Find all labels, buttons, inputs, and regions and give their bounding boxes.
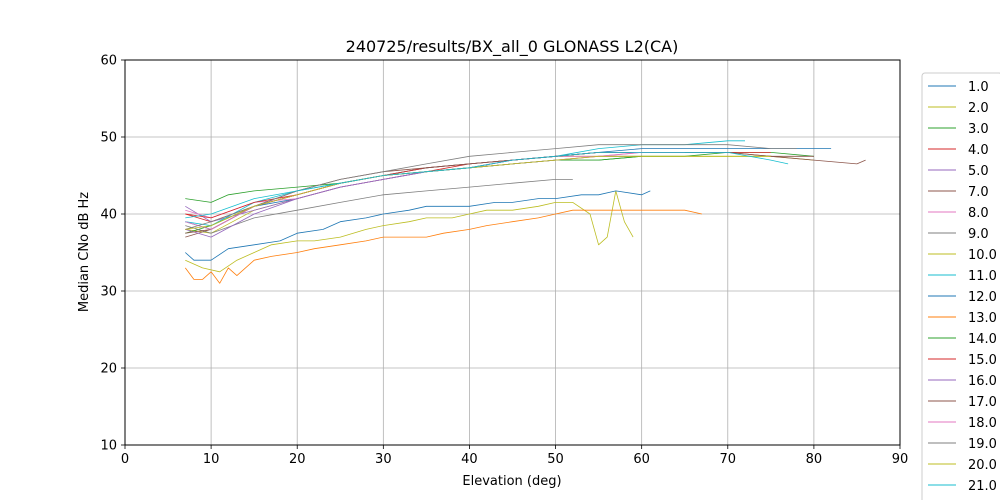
series-line-13.0 bbox=[184, 209, 702, 284]
x-tick-label: 40 bbox=[461, 452, 478, 467]
legend-label: 10.0 bbox=[968, 248, 997, 263]
series-line-12.0 bbox=[185, 190, 651, 261]
legend-label: 11.0 bbox=[968, 269, 997, 284]
legend-label: 5.0 bbox=[968, 164, 989, 179]
x-tick-label: 30 bbox=[375, 452, 392, 467]
series-line-21.0 bbox=[185, 151, 789, 219]
series-line-10.0 bbox=[185, 190, 634, 273]
legend-label: 12.0 bbox=[968, 290, 997, 305]
series-line-14.0 bbox=[185, 155, 642, 203]
x-tick-label: 50 bbox=[547, 452, 564, 467]
legend-box bbox=[921, 72, 1000, 500]
legend-label: 8.0 bbox=[968, 206, 989, 221]
legend-label: 2.0 bbox=[968, 101, 989, 116]
legend-label: 4.0 bbox=[968, 143, 989, 158]
x-tick-label: 70 bbox=[720, 452, 737, 467]
legend-label: 3.0 bbox=[968, 122, 989, 137]
y-axis-label: Median CNo dB Hz bbox=[77, 192, 92, 312]
legend-label: 13.0 bbox=[968, 311, 997, 326]
y-tick-label: 60 bbox=[100, 54, 117, 69]
y-tick-label: 20 bbox=[100, 362, 117, 377]
x-axis: 0 10 20 30 40 50 60 70 80 90 bbox=[121, 445, 908, 467]
x-axis-label: Elevation (deg) bbox=[462, 474, 561, 489]
series-line-9.0 bbox=[185, 178, 573, 234]
legend-label: 9.0 bbox=[968, 227, 989, 242]
x-tick-label: 0 bbox=[121, 452, 129, 467]
chart-title: 240725/results/BX_all_0 GLONASS L2(CA) bbox=[346, 37, 679, 57]
legend-label: 7.0 bbox=[968, 185, 989, 200]
x-tick-label: 90 bbox=[892, 452, 909, 467]
plot-frame bbox=[124, 59, 901, 446]
y-tick-label: 10 bbox=[100, 439, 117, 454]
legend-label: 20.0 bbox=[968, 458, 997, 473]
grid bbox=[124, 59, 901, 446]
legend-label: 15.0 bbox=[968, 353, 997, 368]
legend-label: 21.0 bbox=[968, 479, 997, 494]
x-tick-label: 10 bbox=[203, 452, 220, 467]
series-line-20.0 bbox=[185, 155, 771, 230]
legend-label: 17.0 bbox=[968, 395, 997, 410]
legend-label: 19.0 bbox=[968, 437, 997, 452]
legend-label: 18.0 bbox=[968, 416, 997, 431]
series-line-17.0 bbox=[185, 151, 814, 234]
series-line-11.0 bbox=[185, 140, 745, 227]
series-layer bbox=[184, 140, 866, 284]
y-axis: 10 20 30 40 50 60 bbox=[100, 54, 125, 454]
series-line-2.0 bbox=[185, 155, 814, 234]
legend: 1.0 2.0 3.0 4.0 5.0 7.0 8.0 9.0 10.0 11.0 12.0 13.0… bbox=[921, 72, 1000, 500]
series-line-19.0 bbox=[185, 144, 797, 230]
x-tick-label: 60 bbox=[633, 452, 650, 467]
series-line-8.0 bbox=[185, 152, 642, 219]
legend-label: 16.0 bbox=[968, 374, 997, 389]
y-tick-label: 40 bbox=[100, 208, 117, 223]
series-line-3.0 bbox=[185, 151, 814, 234]
x-tick-label: 80 bbox=[806, 452, 823, 467]
y-tick-label: 50 bbox=[100, 131, 117, 146]
y-tick-label: 30 bbox=[100, 285, 117, 300]
legend-label: 14.0 bbox=[968, 332, 997, 347]
legend-label: 1.0 bbox=[968, 80, 989, 95]
x-tick-label: 20 bbox=[289, 452, 306, 467]
